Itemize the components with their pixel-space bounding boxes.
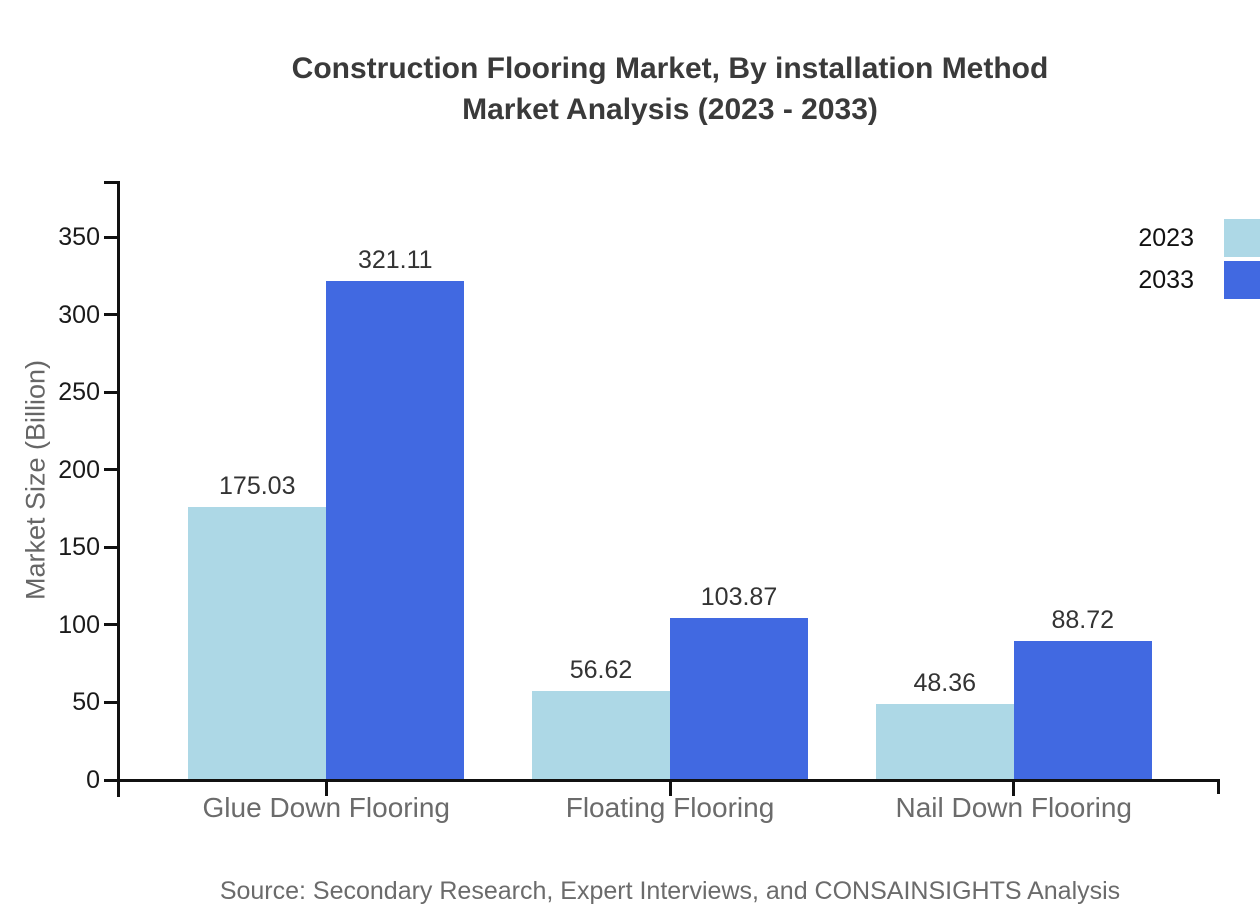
bar-2023-glue-down-flooring <box>188 507 327 779</box>
chart-title-block: Construction Flooring Market, By install… <box>120 48 1220 130</box>
bar-2033-glue-down-flooring <box>326 280 465 779</box>
value-label-2023-floating-flooring: 56.62 <box>569 656 633 685</box>
legend-swatch-2033 <box>1224 261 1260 299</box>
y-tick <box>104 235 117 239</box>
y-tick <box>104 390 117 394</box>
y-tick <box>104 313 117 317</box>
y-axis-spine <box>117 181 120 797</box>
y-tick-label: 350 <box>58 223 100 251</box>
y-tick <box>104 778 117 782</box>
category-label-glue-down-flooring: Glue Down Flooring <box>202 792 450 823</box>
y-tick-label: 150 <box>58 533 100 562</box>
x-tick <box>1012 782 1016 796</box>
legend-label-2023: 2023 <box>1138 223 1194 252</box>
legend-item-2023: 2023 <box>1138 219 1260 257</box>
x-axis-endcap-tick <box>1217 782 1220 794</box>
x-tick <box>668 782 672 796</box>
value-label-2023-glue-down-flooring: 175.03 <box>219 472 296 501</box>
y-tick <box>104 545 117 549</box>
bar-2033-nail-down-flooring <box>1013 641 1152 779</box>
y-tick-label: 250 <box>58 378 100 407</box>
category-label-floating-flooring: Floating Flooring <box>565 792 775 823</box>
y-tick-label: 200 <box>58 455 100 484</box>
y-tick-label: 0 <box>86 766 100 794</box>
y-tick <box>104 468 117 472</box>
legend-swatch-2023 <box>1224 219 1260 257</box>
bar-2023-nail-down-flooring <box>875 703 1014 779</box>
y-tick-label: 300 <box>58 300 100 329</box>
value-label-2033-floating-flooring: 103.87 <box>700 582 778 611</box>
value-label-2033-glue-down-flooring: 321.11 <box>357 245 433 274</box>
chart-title: Construction Flooring Market, By install… <box>291 52 1049 85</box>
bar-2033-floating-flooring <box>670 617 808 779</box>
y-tick-label: 50 <box>72 688 100 717</box>
x-tick <box>324 782 328 796</box>
x-axis-line <box>117 779 1220 782</box>
legend-label-2033: 2033 <box>1138 265 1194 294</box>
source-note: Source: Secondary Research, Expert Inter… <box>219 877 1121 905</box>
chart-subtitle: Market Analysis (2023 - 2033) <box>462 93 878 126</box>
y-tick <box>104 700 117 704</box>
value-label-2033-nail-down-flooring: 88.72 <box>1051 606 1115 635</box>
legend-item-2033: 2033 <box>1138 261 1260 299</box>
y-tick-label: 100 <box>58 610 100 639</box>
category-label-nail-down-flooring: Nail Down Flooring <box>895 792 1133 823</box>
y-axis-endcap-tick <box>104 181 117 184</box>
value-label-2023-nail-down-flooring: 48.36 <box>913 668 977 697</box>
y-tick <box>104 623 117 627</box>
bar-2023-floating-flooring <box>532 691 670 779</box>
